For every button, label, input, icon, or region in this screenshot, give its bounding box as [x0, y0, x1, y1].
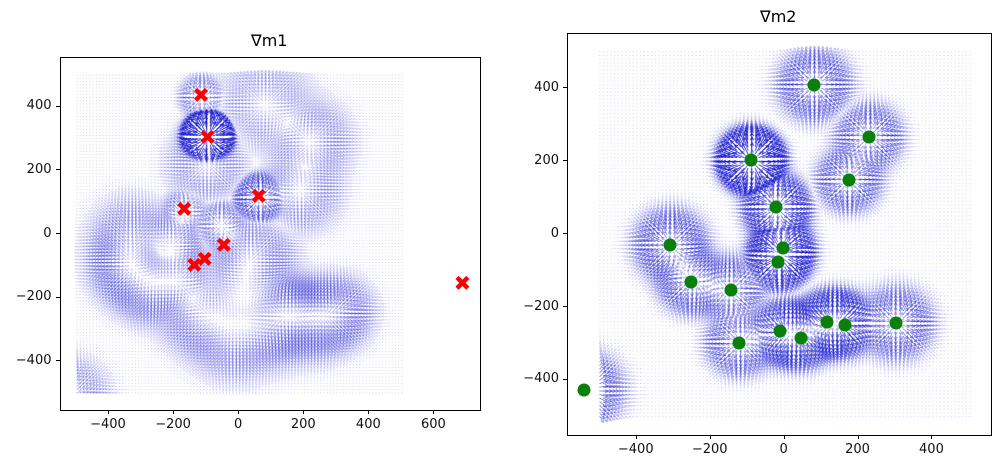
m2-marker — [776, 241, 790, 255]
m1-marker: ✖ — [215, 233, 233, 258]
m1-x-tick — [173, 410, 175, 414]
m2-x-tick — [931, 435, 933, 439]
m1-marker: ✖ — [175, 197, 193, 222]
m2-marker — [724, 283, 738, 297]
m2-marker — [773, 324, 787, 338]
m1-marker: ✖ — [249, 184, 268, 209]
m2-y-tick — [563, 306, 567, 308]
m1-title: ∇m1 — [251, 31, 288, 50]
m2-marker — [732, 336, 746, 350]
m2-marker — [820, 315, 834, 329]
m2-y-tick-label: 200 — [534, 152, 559, 168]
m2-x-tick-label: 0 — [779, 442, 788, 457]
m2-x-tick-label: 200 — [845, 442, 870, 457]
m1-x-tick-label: 600 — [421, 417, 446, 432]
m2-marker — [842, 173, 856, 187]
m1-y-tick — [55, 105, 60, 107]
m2-y-tick — [563, 233, 567, 235]
m1-axes: ✖ ✖ ✖ ✖ ✖ ✖ ✖ ✖ — [59, 57, 481, 411]
m1-x-tick-label: 400 — [355, 417, 381, 432]
m1-marker: ✖ — [195, 247, 214, 272]
m1-x-tick — [433, 410, 435, 414]
m2-y-tick — [563, 87, 567, 89]
m2-marker — [771, 255, 785, 269]
m2-x-tick — [857, 435, 859, 439]
m1-y-tick-label: −400 — [15, 352, 52, 368]
m2-x-tick-label: −200 — [691, 442, 728, 457]
m1-y-tick-label: 400 — [26, 98, 52, 114]
m2-marker — [889, 316, 903, 330]
m2-axes — [567, 33, 992, 436]
m2-x-tick — [783, 435, 785, 439]
m2-x-tick — [635, 435, 637, 439]
m1-y-tick-label: 0 — [43, 225, 52, 241]
m1-x-tick — [303, 410, 305, 414]
m2-y-tick — [563, 160, 567, 162]
m1-marker: ✖ — [185, 253, 204, 278]
m1-x-tick — [107, 410, 109, 414]
m2-x-tick-label: 400 — [919, 442, 944, 457]
m1-x-tick — [238, 410, 240, 414]
m1-marker: ✖ — [453, 271, 472, 296]
m1-marker: ✖ — [192, 83, 210, 108]
m1-x-tick-label: 200 — [290, 417, 316, 432]
m1-x-tick-label: 0 — [234, 417, 243, 432]
m1-y-tick-label: 200 — [26, 161, 52, 177]
m1-y-tick — [55, 296, 60, 298]
m1-y-tick — [55, 233, 60, 234]
m2-y-tick-label: 400 — [534, 79, 559, 95]
m2-y-tick-label: 0 — [550, 225, 559, 241]
m1-x-tick — [368, 410, 370, 414]
m2-marker — [663, 238, 677, 252]
m2-title: ∇m2 — [760, 7, 797, 26]
m2-marker — [807, 78, 821, 92]
m2-marker — [769, 200, 783, 214]
m1-x-tick-label: −200 — [155, 417, 191, 432]
m1-marker: ✖ — [198, 125, 217, 150]
m2-y-tick-label: −200 — [523, 298, 559, 314]
m2-x-tick-label: −400 — [617, 442, 654, 457]
m1-y-tick-label: −200 — [15, 289, 52, 305]
m2-marker — [838, 318, 852, 332]
m1-y-tick — [55, 169, 60, 171]
m2-x-tick — [709, 435, 711, 439]
m2-y-tick-label: −400 — [523, 371, 559, 387]
m2-y-tick — [563, 378, 567, 380]
m2-marker — [794, 331, 807, 345]
m2-quiver-field — [568, 34, 991, 435]
m2-marker — [577, 383, 591, 397]
m2-marker — [684, 275, 698, 289]
m2-marker — [862, 130, 876, 144]
m1-y-tick — [55, 360, 60, 362]
m1-x-tick-label: −400 — [90, 417, 126, 432]
m1-quiver-field — [60, 58, 480, 410]
m2-marker — [744, 153, 758, 167]
